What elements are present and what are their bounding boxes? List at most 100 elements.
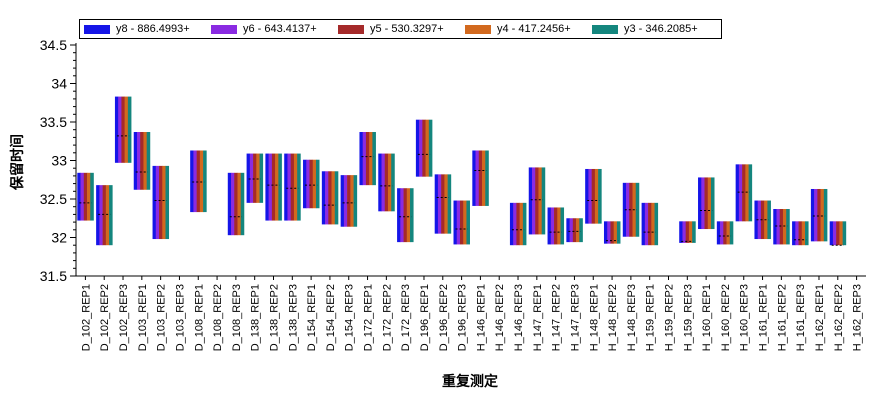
bar-D_102_REP1-s1 [77, 172, 81, 221]
bar-D_103_REP2-s3 [159, 165, 163, 240]
y-tick-label: 31.5 [40, 268, 67, 284]
y-tick-label: 33 [51, 153, 67, 169]
bar-H_162_REP1-s4 [820, 188, 825, 242]
bar-D_108_REP3-s3 [234, 172, 238, 236]
bar-D_154_REP2-s5 [334, 171, 339, 225]
bar-D_172_REP2-s2 [381, 153, 386, 212]
bar-D_102_REP1-s3 [83, 172, 88, 221]
bar-H_160_REP2-s5 [729, 221, 734, 245]
legend-swatch [465, 24, 491, 34]
bar-D_196_REP2-s2 [437, 174, 442, 234]
x-tick-label: H_160_REP3 [739, 284, 751, 351]
bar-D_102_REP3-s1 [114, 96, 119, 163]
bar-H_161_REP2-s5 [786, 209, 790, 245]
bar-H_160_REP3-s3 [742, 164, 746, 222]
bar-H_160_REP2-s1 [716, 221, 721, 245]
bar-D_103_REP1-s3 [140, 132, 144, 190]
bar-D_108_REP1-s1 [190, 150, 194, 213]
bar-H_147_REP1-s1 [528, 167, 533, 235]
bar-D_172_REP3-s2 [400, 188, 404, 243]
bar-D_172_REP2-s3 [384, 153, 389, 212]
bar-H_160_REP1-s1 [698, 177, 702, 230]
bar-D_154_REP3-s1 [340, 175, 345, 227]
bar-D_102_REP3-s4 [124, 96, 129, 163]
bar-D_103_REP1-s4 [143, 132, 147, 190]
x-tick-label: H_148_REP1 [588, 284, 600, 351]
bar-H_161_REP3-s2 [795, 221, 799, 246]
x-tick-label: H_148_REP3 [626, 284, 638, 351]
x-tick-label: D_196_REP2 [438, 284, 450, 351]
bar-H_148_REP3-s3 [629, 182, 633, 237]
y-tick-label: 32 [51, 230, 67, 246]
bar-H_159_REP1-s4 [651, 202, 655, 246]
bar-D_196_REP1-s5 [428, 119, 433, 177]
bar-D_103_REP2-s2 [155, 165, 160, 240]
bar-H_160_REP1-s4 [707, 177, 712, 230]
bar-H_146_REP3-s5 [522, 202, 527, 246]
bar-D_154_REP3-s2 [343, 175, 348, 227]
bar-H_147_REP1-s5 [541, 167, 546, 235]
legend-swatch [211, 24, 237, 34]
bar-H_160_REP2-s3 [723, 221, 727, 245]
bar-D_196_REP2-s3 [441, 174, 445, 234]
bar-D_172_REP1-s3 [365, 132, 370, 186]
bar-H_161_REP3-s5 [805, 221, 809, 246]
x-tick-label: D_172_REP2 [381, 284, 393, 351]
bar-D_154_REP1-s5 [315, 159, 320, 209]
x-tick-label: H_159_REP1 [645, 284, 657, 351]
bar-H_160_REP2-s2 [720, 221, 724, 245]
bar-D_138_REP3-s3 [290, 153, 295, 221]
x-tick-label: D_172_REP1 [363, 284, 375, 351]
x-tick-label: D_138_REP1 [250, 284, 262, 351]
bar-D_108_REP1-s2 [193, 150, 197, 213]
bar-D_103_REP2-s5 [165, 165, 170, 240]
x-tick-label: D_154_REP1 [306, 284, 318, 351]
bar-D_196_REP1-s3 [422, 119, 426, 177]
x-tick-label: H_146_REP2 [494, 284, 506, 351]
bar-H_148_REP3-s2 [626, 182, 630, 237]
bar-H_148_REP1-s1 [585, 168, 589, 224]
bar-D_138_REP3-s2 [287, 153, 291, 221]
bar-H_147_REP2-s2 [550, 207, 555, 245]
bar-H_161_REP2-s1 [773, 209, 777, 245]
bar-H_160_REP1-s2 [701, 177, 705, 230]
bar-D_138_REP1-s3 [253, 153, 257, 203]
bar-H_147_REP1-s3 [535, 167, 539, 235]
x-tick-label: H_147_REP3 [569, 284, 581, 351]
bar-D_172_REP3-s5 [410, 188, 414, 243]
bar-H_162_REP1-s1 [810, 188, 815, 242]
bar-D_172_REP2-s5 [391, 153, 395, 212]
bar-H_159_REP3-s3 [685, 221, 690, 243]
x-tick-label: D_102_REP1 [80, 284, 92, 351]
bar-D_138_REP2-s4 [275, 153, 279, 221]
bar-H_160_REP1-s5 [710, 177, 715, 230]
x-tick-label: D_103_REP1 [137, 284, 149, 351]
x-tick-label: H_162_REP1 [814, 284, 826, 351]
legend-item: y8 - 886.4993+ [80, 23, 207, 35]
bar-H_147_REP3-s2 [569, 218, 574, 243]
bar-D_103_REP2-s1 [152, 165, 157, 240]
bar-D_154_REP2-s1 [321, 171, 326, 225]
x-tick-label: D_154_REP3 [344, 284, 356, 351]
bar-H_148_REP3-s1 [622, 182, 627, 237]
bar-H_161_REP1-s2 [757, 200, 762, 240]
bar-D_103_REP1-s5 [146, 132, 151, 190]
bar-H_147_REP3-s4 [576, 218, 580, 243]
bar-D_102_REP2-s5 [109, 185, 113, 246]
x-tick-label: H_146_REP3 [513, 284, 525, 351]
bar-D_102_REP2-s3 [102, 185, 107, 246]
bar-D_102_REP3-s5 [127, 96, 132, 163]
bar-H_162_REP1-s3 [817, 188, 821, 242]
x-tick-label: D_172_REP3 [400, 284, 412, 351]
bar-D_154_REP2-s2 [325, 171, 329, 225]
bar-D_154_REP1-s2 [306, 159, 310, 209]
bar-H_148_REP2-s4 [613, 221, 618, 244]
bar-D_103_REP2-s4 [162, 165, 166, 240]
bar-D_103_REP1-s1 [133, 132, 138, 190]
bar-H_146_REP1-s5 [485, 150, 489, 206]
legend-item: y5 - 530.3297+ [334, 23, 461, 35]
bar-H_146_REP1-s1 [472, 150, 476, 206]
bar-D_154_REP3-s5 [353, 175, 358, 227]
bar-H_162_REP2-s2 [832, 221, 837, 246]
bar-D_102_REP1-s2 [80, 172, 85, 221]
